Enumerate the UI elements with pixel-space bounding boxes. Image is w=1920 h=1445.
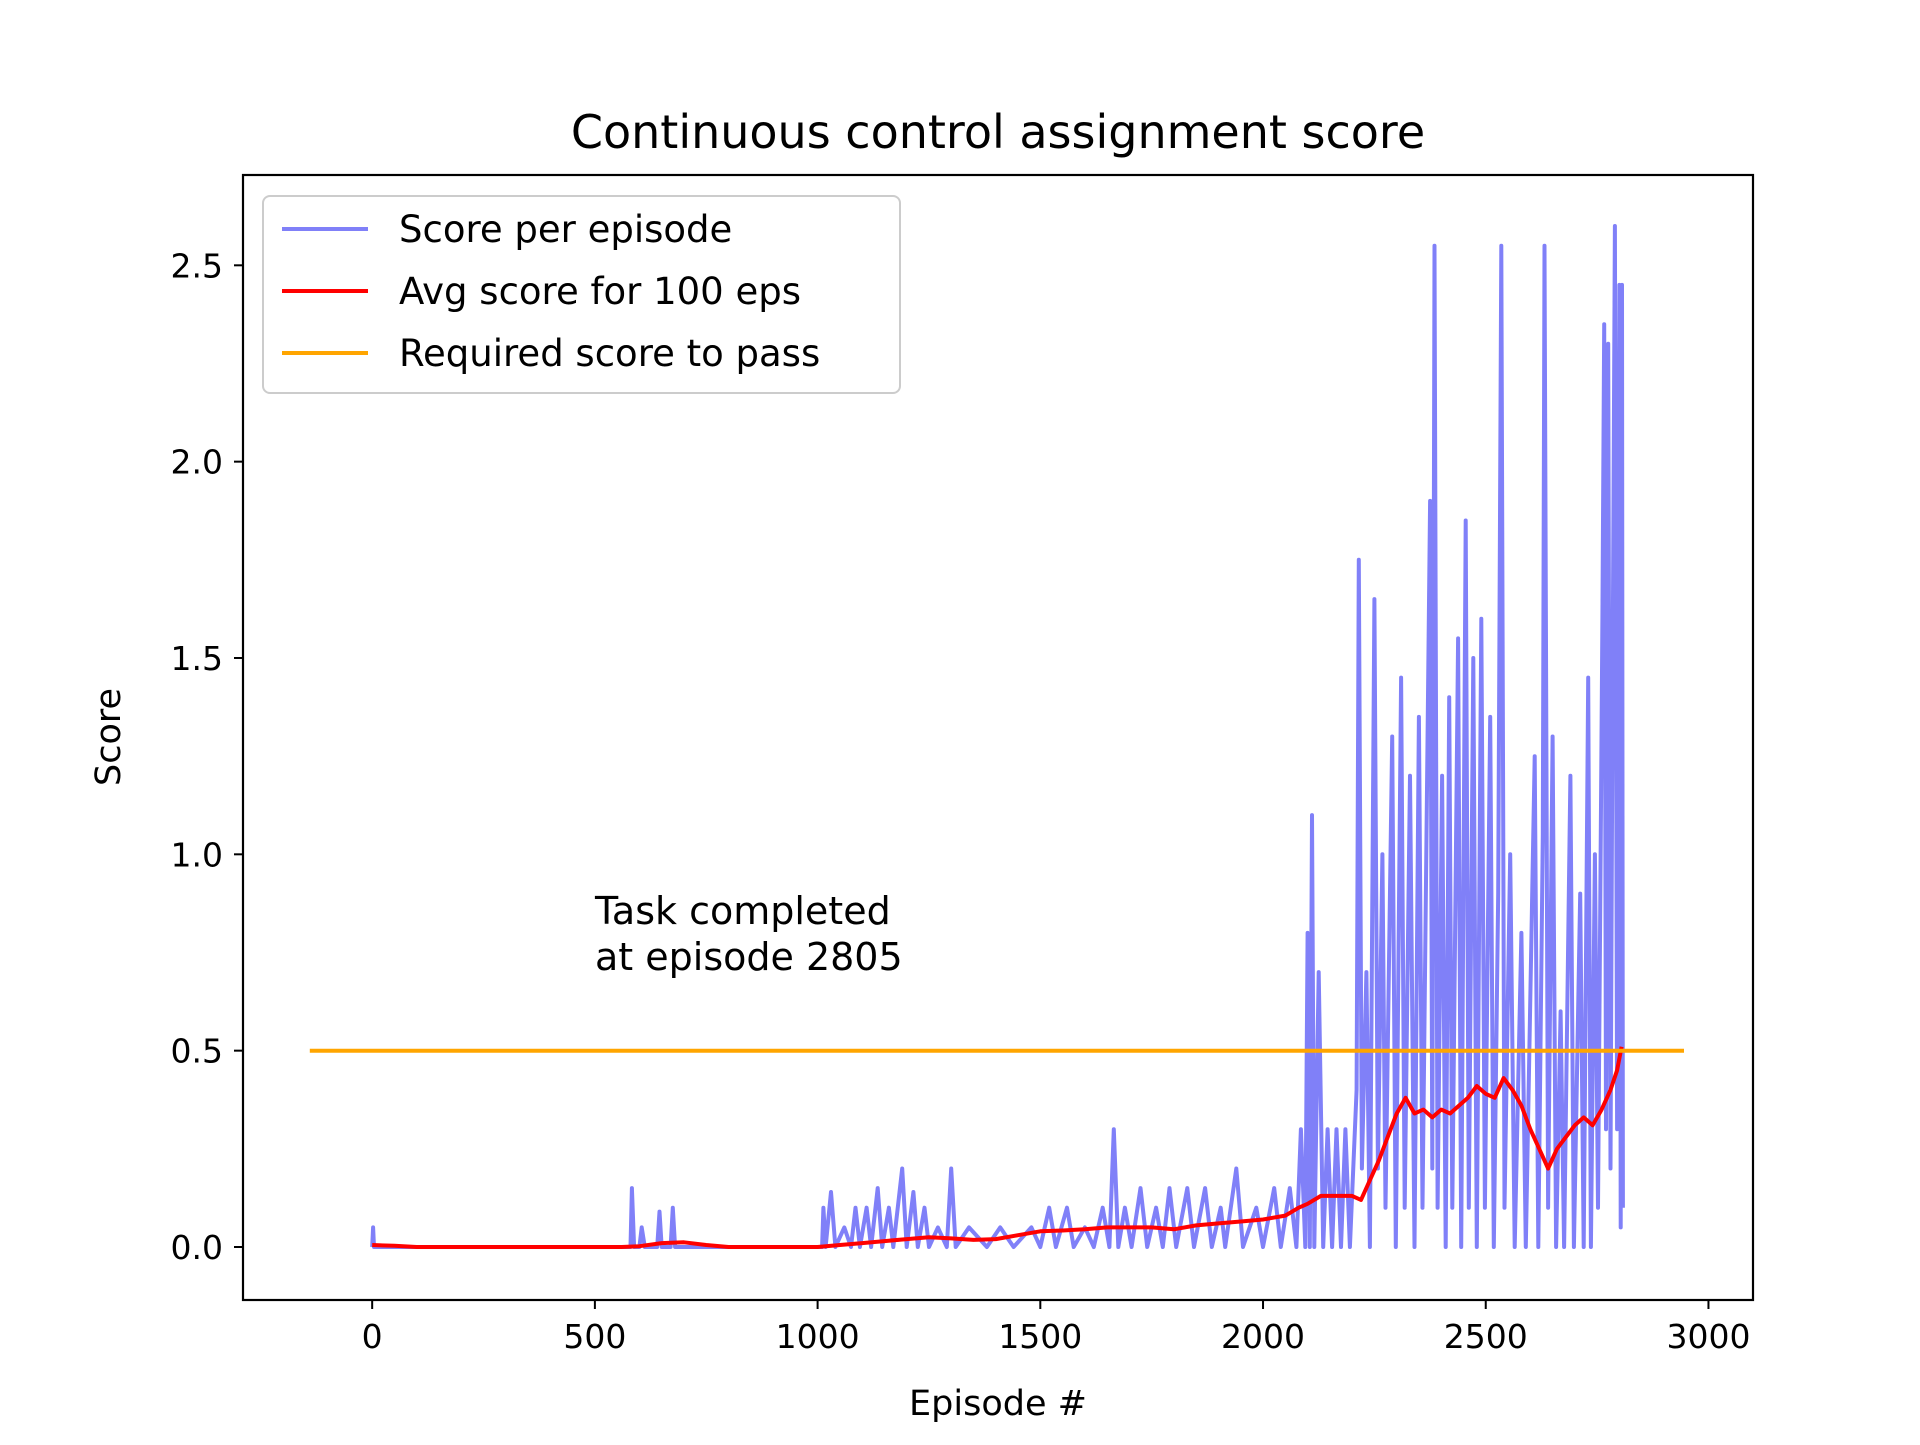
x-tick-label: 1500 <box>998 1317 1082 1356</box>
x-tick-label: 0 <box>362 1317 383 1356</box>
annotation-line-1: Task completed <box>594 889 891 933</box>
chart-title: Continuous control assignment score <box>571 105 1425 159</box>
series-line-0 <box>370 224 1625 1249</box>
legend-box <box>262 195 901 394</box>
y-axis-label: Score <box>89 688 129 786</box>
y-tick-label: 0.5 <box>171 1032 223 1071</box>
y-tick-label: 1.5 <box>171 639 223 678</box>
x-tick-label: 1000 <box>776 1317 860 1356</box>
legend-label-1: Avg score for 100 eps <box>399 270 801 313</box>
series-layer <box>309 224 1684 1249</box>
y-tick-label: 2.5 <box>171 246 223 285</box>
x-axis-label: Episode # <box>909 1384 1087 1424</box>
legend-label-2: Required score to pass <box>399 332 820 375</box>
x-tick-label: 2000 <box>1221 1317 1305 1356</box>
plot-frame <box>241 173 1755 1302</box>
annotation-line-2: at episode 2805 <box>595 935 903 979</box>
legend-label-0: Score per episode <box>399 208 732 251</box>
y-tick-label: 2.0 <box>171 443 223 482</box>
ticks-layer: 0 500 1000 1500 2000 2500 3000 0.0 0.5 1.0 1.5 2.0 2… <box>171 246 1751 1356</box>
x-tick-label: 2500 <box>1444 1317 1528 1356</box>
series-line-1 <box>372 1046 1624 1249</box>
legend: Score per episode Avg score for 100 eps … <box>262 195 901 394</box>
y-tick-label: 0.0 <box>171 1228 223 1267</box>
x-tick-label: 3000 <box>1666 1317 1750 1356</box>
y-tick-label: 1.0 <box>171 835 223 874</box>
x-tick-label: 500 <box>563 1317 626 1356</box>
